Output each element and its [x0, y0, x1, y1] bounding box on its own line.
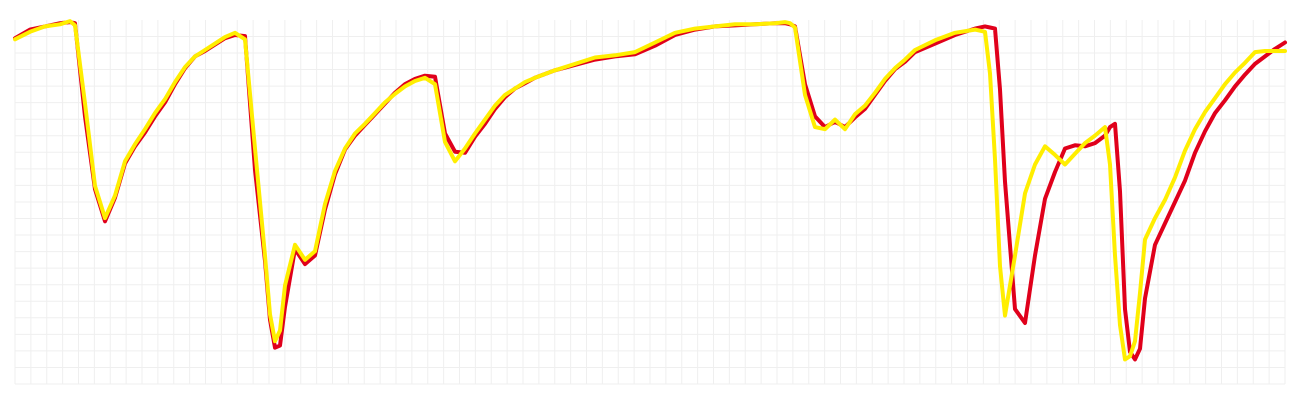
series-line-2: [13, 19, 1287, 362]
chart-grid: [14, 20, 1286, 385]
chart-series-group: [13, 19, 1287, 362]
